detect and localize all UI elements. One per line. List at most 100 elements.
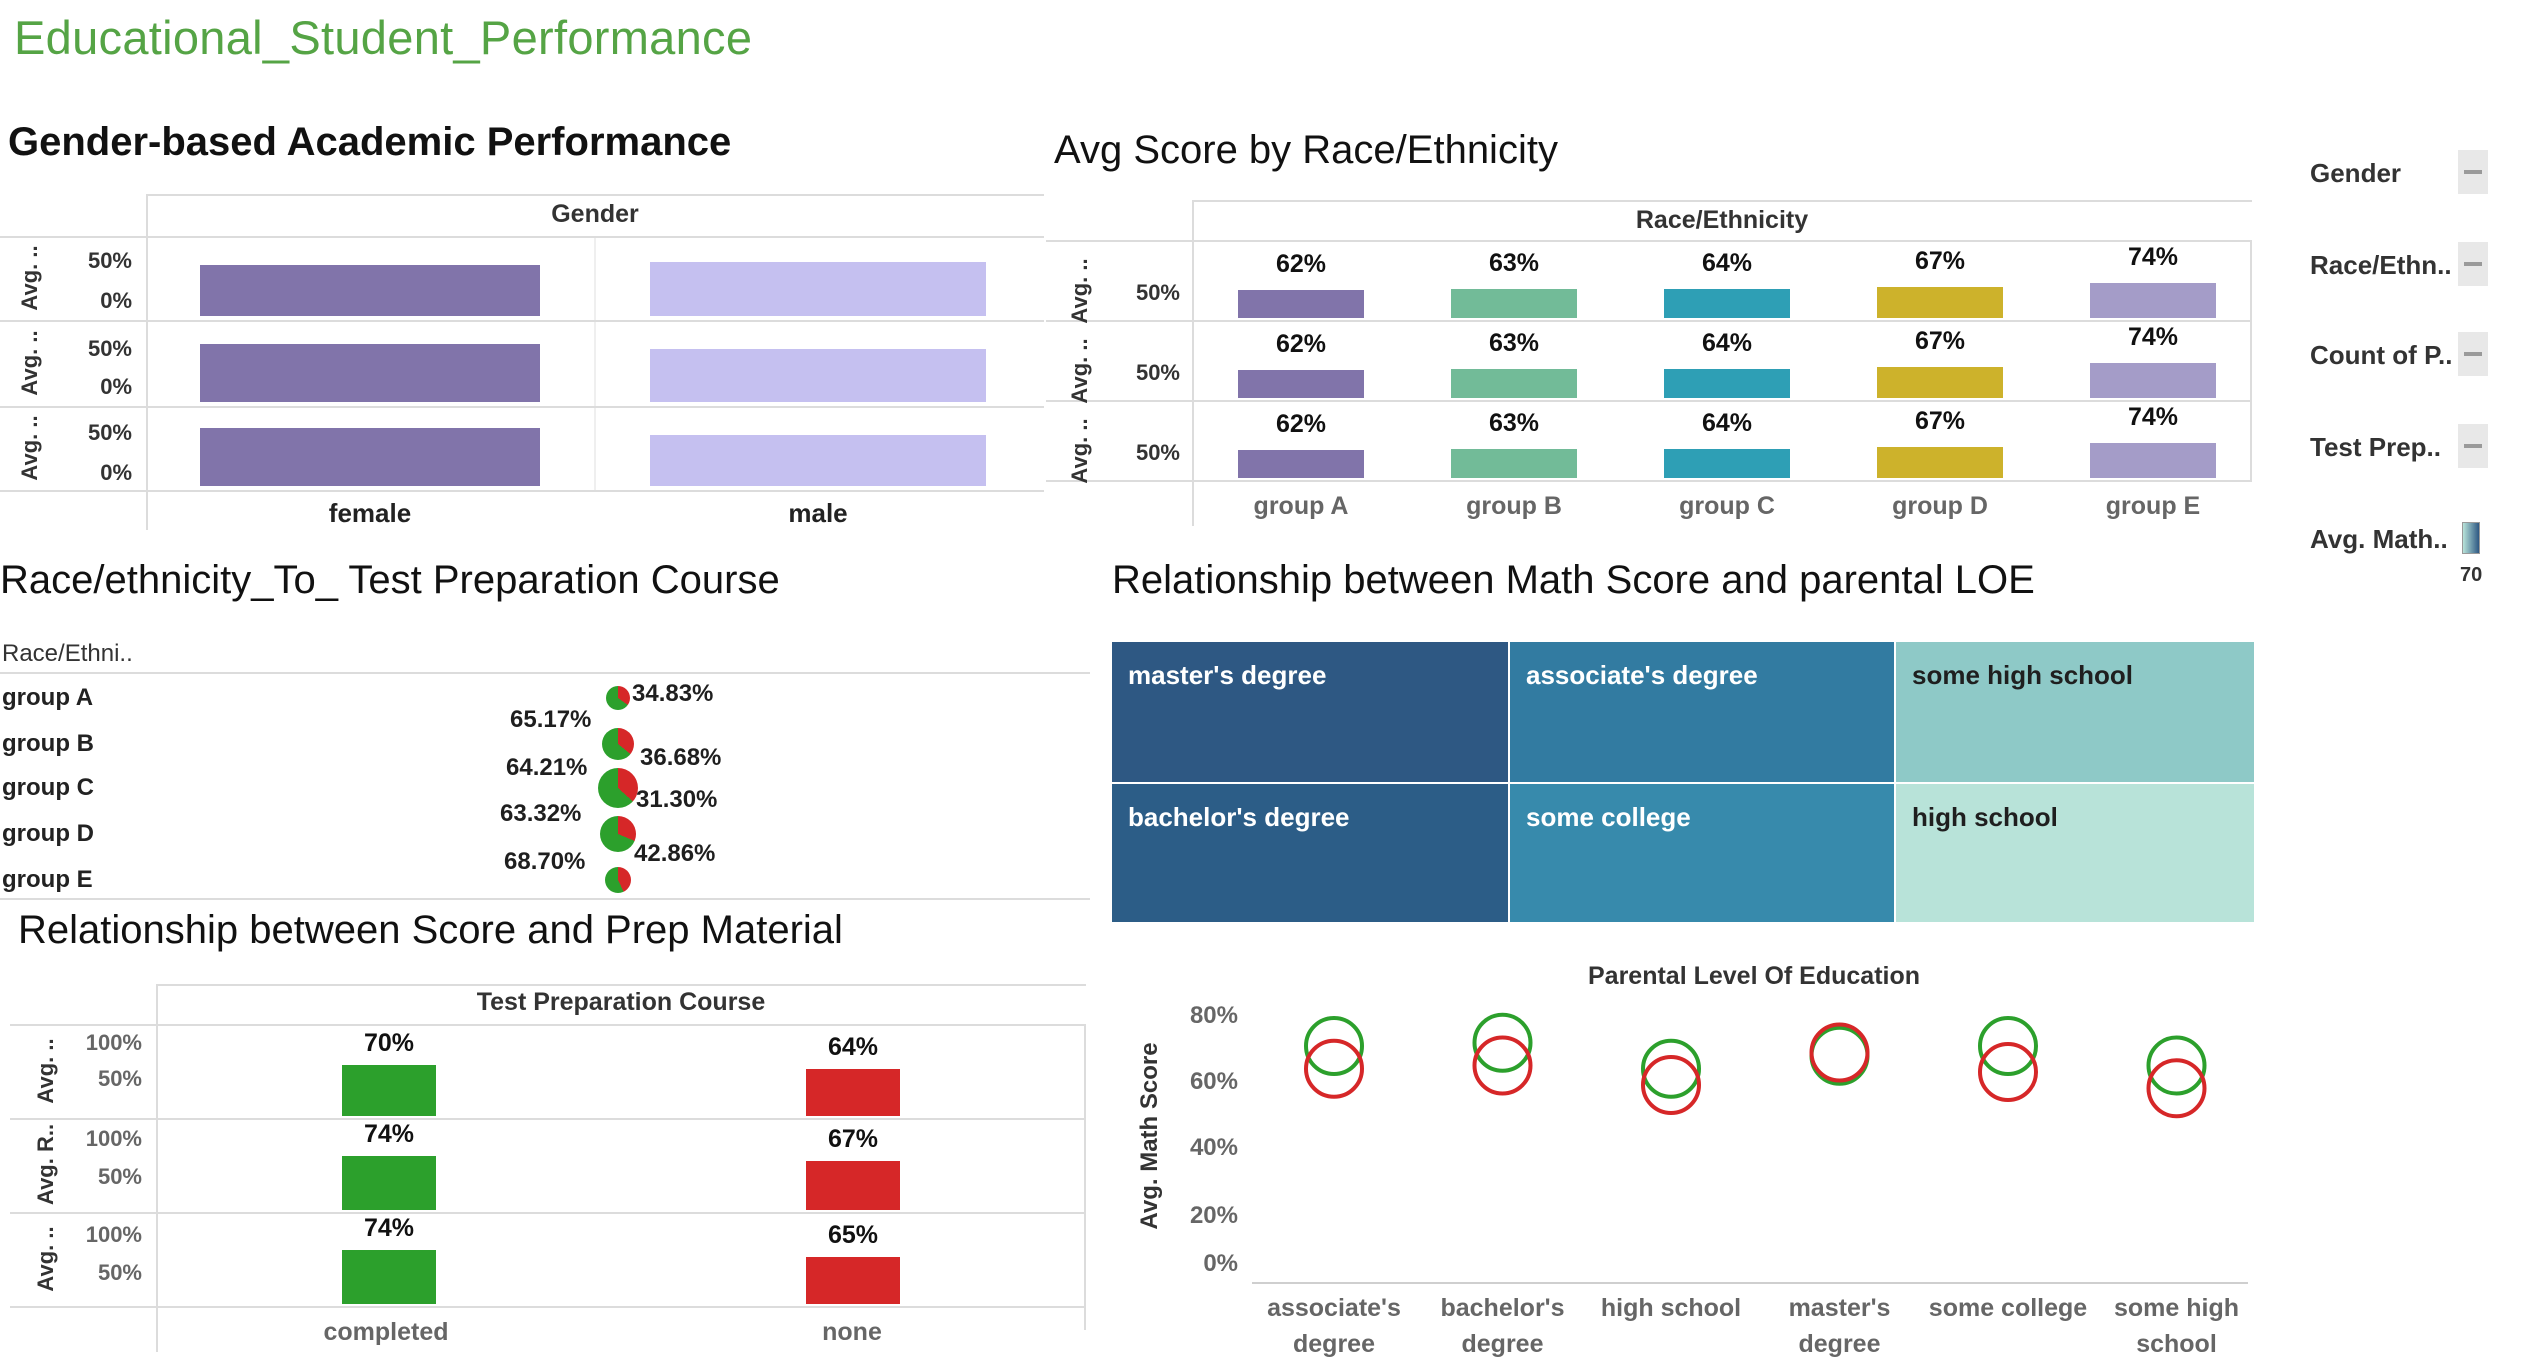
prep-tick: 100%: [85, 1222, 142, 1247]
loe-scatter-plot: [1304, 1012, 2207, 1119]
loe-point[interactable]: [1978, 1042, 2038, 1102]
prep-bar[interactable]: [806, 1257, 900, 1304]
race-bar[interactable]: [2090, 443, 2216, 478]
loe-point[interactable]: [1641, 1038, 1701, 1099]
loe-point[interactable]: [1641, 1055, 1701, 1115]
loe-point[interactable]: [2146, 1058, 2207, 1119]
prep-bar[interactable]: [806, 1069, 900, 1116]
treemap-cell-high-school[interactable]: high school: [1896, 784, 2254, 922]
race-bar[interactable]: [2090, 283, 2216, 318]
gender-bar[interactable]: [200, 265, 540, 316]
treemap-cell-bachelors[interactable]: bachelor's degree: [1112, 784, 1508, 922]
prep-score-column-header: Test Preparation Course: [476, 988, 766, 1016]
race-bar[interactable]: [1238, 290, 1364, 318]
prep-bar-value-label: 74%: [363, 1120, 415, 1148]
prep-bar-value-label: 70%: [363, 1029, 415, 1057]
race-panel-title: Avg Score by Race/Ethnicity: [1054, 128, 1558, 172]
loe-point[interactable]: [1809, 1025, 1870, 1086]
gender-tick: 50%: [87, 420, 132, 445]
gender-bar[interactable]: [650, 349, 986, 402]
race-tick: 50%: [1135, 280, 1180, 305]
race-bar-value-label: 62%: [1275, 250, 1327, 278]
race-bar[interactable]: [1451, 289, 1577, 318]
legend-test-prep-control[interactable]: [2458, 424, 2488, 468]
treemap-cell-label: master's degree: [1128, 660, 1327, 690]
legend-race[interactable]: Race/Ethn..: [2310, 250, 2452, 280]
legend-gender-control[interactable]: [2458, 150, 2488, 194]
race-bar-value-label: 74%: [2127, 403, 2179, 431]
race-row-label-3: Avg. ..: [1067, 418, 1092, 484]
race-bar[interactable]: [1664, 289, 1790, 318]
treemap-cell-some-high-school[interactable]: some high school: [1896, 642, 2254, 782]
treemap-cell-masters[interactable]: master's degree: [1112, 642, 1508, 782]
treemap-cell-associates[interactable]: associate's degree: [1510, 642, 1894, 782]
gender-bar[interactable]: [200, 428, 540, 486]
legend-test-prep[interactable]: Test Prep..: [2310, 432, 2442, 462]
dashboard-title: Educational_Student_Performance: [14, 11, 753, 64]
pie-mark[interactable]: [598, 768, 638, 808]
legend-avg-math[interactable]: Avg. Math..: [2310, 524, 2448, 554]
gender-bar[interactable]: [200, 344, 540, 402]
loe-point[interactable]: [1472, 1035, 1533, 1096]
race-category-label: group D: [1892, 492, 1988, 520]
prep-bar[interactable]: [342, 1065, 436, 1116]
prep-tick: 50%: [97, 1164, 142, 1189]
legend-count-control[interactable]: [2458, 332, 2488, 376]
race-bar[interactable]: [2090, 363, 2216, 398]
pie-group-label: group B: [2, 730, 94, 757]
loe-chart-title: Parental Level Of Education: [1587, 962, 1921, 990]
legend-avg-math-color-ramp: [2462, 522, 2480, 554]
loe-point[interactable]: [1304, 1016, 1364, 1076]
gender-tick: 0%: [100, 288, 132, 313]
prep-bar[interactable]: [806, 1161, 900, 1210]
treemap-cell-some-college[interactable]: some college: [1510, 784, 1894, 922]
pie-mark[interactable]: [605, 867, 631, 893]
legend-avg-math-range-text: 70: [2460, 564, 2483, 586]
loe-tick: 0%: [1203, 1250, 1238, 1277]
race-bar[interactable]: [1877, 287, 2003, 318]
prep-score-panel-title: Relationship between Score and Prep Mate…: [18, 908, 843, 952]
pie-left-percent: 68.70%: [504, 848, 586, 875]
race-bar[interactable]: [1877, 367, 2003, 398]
race-bar-value-label: 64%: [1701, 249, 1753, 277]
prep-pie-column-header: Race/Ethni..: [2, 640, 133, 667]
prep-tick: 100%: [85, 1126, 142, 1151]
pie-mark[interactable]: [602, 728, 634, 760]
prep-tick: 50%: [97, 1260, 142, 1285]
pie-left-percent: 65.17%: [510, 706, 592, 733]
prep-tick: 100%: [85, 1030, 142, 1055]
race-bar-value-label: 62%: [1275, 410, 1327, 438]
pie-mark[interactable]: [600, 816, 636, 852]
race-bar[interactable]: [1451, 449, 1577, 478]
pie-mark[interactable]: [606, 686, 630, 710]
gender-panel-title: Gender-based Academic Performance: [8, 120, 732, 164]
race-category-label: group E: [2105, 492, 2201, 520]
race-bar[interactable]: [1877, 447, 2003, 478]
loe-tick: 80%: [1189, 1002, 1238, 1029]
loe-tick: 60%: [1189, 1068, 1238, 1095]
gender-bar[interactable]: [650, 435, 986, 486]
race-bar-value-label: 67%: [1914, 327, 1966, 355]
race-bar[interactable]: [1238, 370, 1364, 398]
loe-point[interactable]: [1304, 1038, 1364, 1099]
legend-gender[interactable]: Gender: [2310, 158, 2402, 188]
loe-point[interactable]: [1978, 1016, 2038, 1076]
prep-bar[interactable]: [342, 1156, 436, 1210]
race-bar[interactable]: [1664, 449, 1790, 478]
loe-point[interactable]: [1472, 1012, 1533, 1073]
prep-bar[interactable]: [342, 1250, 436, 1304]
loe-tick: 20%: [1189, 1202, 1238, 1229]
loe-point[interactable]: [1809, 1022, 1870, 1083]
race-category-label: group A: [1253, 492, 1349, 520]
race-bar[interactable]: [1238, 450, 1364, 478]
race-bar[interactable]: [1664, 369, 1790, 398]
gender-bar[interactable]: [650, 262, 986, 316]
race-bar[interactable]: [1451, 369, 1577, 398]
prep-bar-value-label: 74%: [363, 1214, 415, 1242]
legend-count[interactable]: Count of P..: [2310, 340, 2453, 370]
race-bar-value-label: 74%: [2127, 323, 2179, 351]
legend-race-control[interactable]: [2458, 242, 2488, 286]
loe-point[interactable]: [2146, 1035, 2207, 1096]
loe-category-label: bachelor's degree: [1440, 1294, 1565, 1358]
race-tick: 50%: [1135, 440, 1180, 465]
